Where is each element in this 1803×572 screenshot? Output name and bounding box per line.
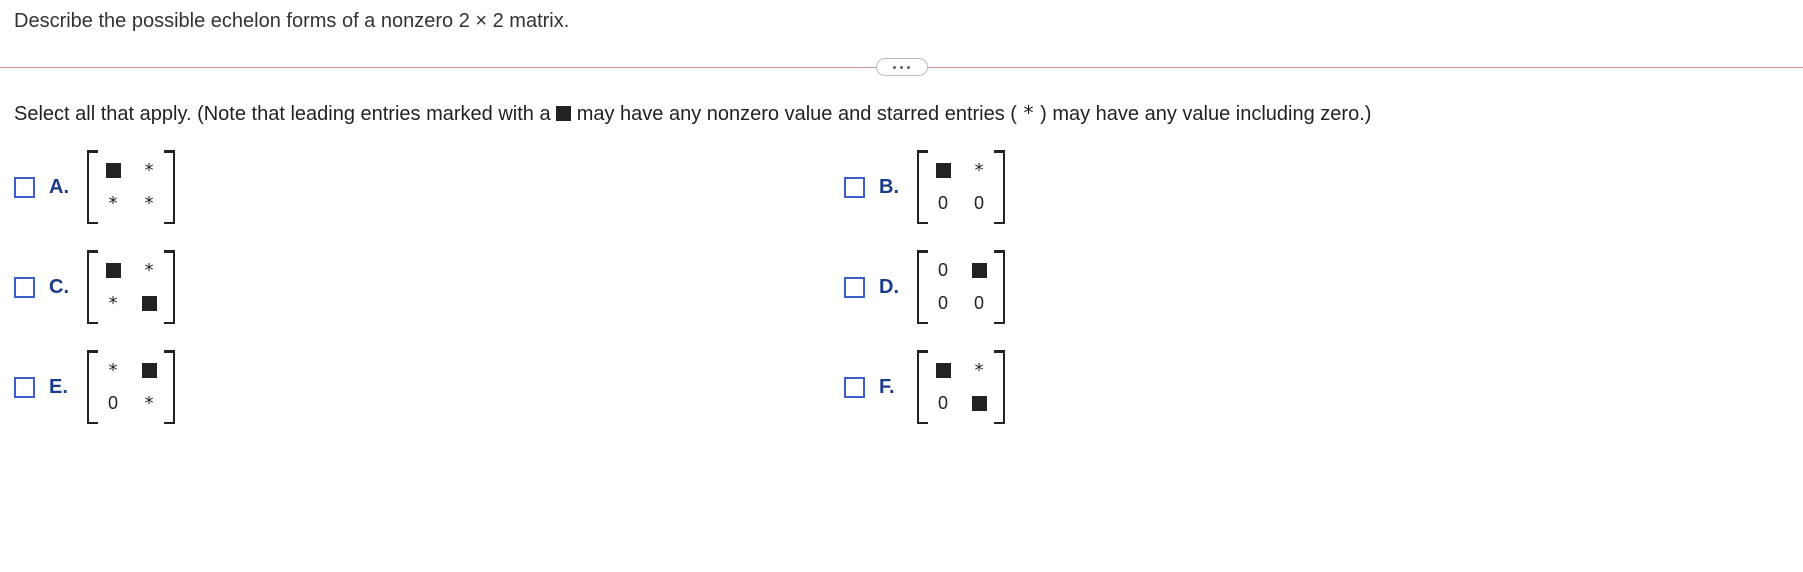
matrix: * * * bbox=[87, 150, 175, 224]
option-b: B. * 00 bbox=[844, 150, 1789, 224]
bracket-left bbox=[917, 250, 927, 324]
matrix-cells: *0 bbox=[927, 350, 995, 424]
matrix-cell: 0 bbox=[968, 193, 990, 215]
option-label: F. bbox=[879, 376, 903, 399]
option-checkbox-d[interactable] bbox=[844, 277, 865, 298]
bracket-right bbox=[995, 150, 1005, 224]
matrix: ** bbox=[87, 250, 175, 324]
option-a: A. * * * bbox=[14, 150, 844, 224]
options-grid: A.***B.*00C.**D.000E.*0*F.*0 bbox=[0, 150, 1803, 424]
matrix-cells: * * * bbox=[97, 150, 165, 224]
matrix-cell: 0 bbox=[932, 293, 954, 315]
matrix-cell: * bbox=[138, 393, 160, 415]
matrix-cell bbox=[102, 160, 124, 182]
option-checkbox-e[interactable] bbox=[14, 377, 35, 398]
matrix-cell: 0 bbox=[102, 393, 124, 415]
matrix-cells: 000 bbox=[927, 250, 995, 324]
bracket-right bbox=[165, 350, 175, 424]
matrix-cell: * bbox=[138, 193, 160, 215]
bracket-right bbox=[165, 150, 175, 224]
collapse-toggle[interactable] bbox=[876, 58, 928, 76]
matrix-cell bbox=[138, 293, 160, 315]
matrix: * 00 bbox=[917, 150, 1005, 224]
option-c: C.** bbox=[14, 250, 844, 324]
matrix-cell: * bbox=[968, 360, 990, 382]
option-checkbox-b[interactable] bbox=[844, 177, 865, 198]
option-label: D. bbox=[879, 276, 903, 299]
matrix-cell bbox=[932, 360, 954, 382]
square-icon bbox=[936, 163, 951, 178]
matrix-cell bbox=[138, 360, 160, 382]
square-icon bbox=[142, 296, 157, 311]
matrix-cell: * bbox=[138, 160, 160, 182]
matrix-cells: * 00 bbox=[927, 150, 995, 224]
bracket-left bbox=[87, 350, 97, 424]
option-checkbox-f[interactable] bbox=[844, 377, 865, 398]
question-block: Describe the possible echelon forms of a… bbox=[0, 0, 1803, 51]
option-label: C. bbox=[49, 276, 73, 299]
square-icon bbox=[142, 363, 157, 378]
option-e: E. * 0 * bbox=[14, 350, 844, 424]
square-icon bbox=[972, 396, 987, 411]
matrix-cell bbox=[968, 260, 990, 282]
option-checkbox-c[interactable] bbox=[14, 277, 35, 298]
instruction-suffix: ) may have any value including zero.) bbox=[1040, 103, 1371, 125]
matrix-cells: ** bbox=[97, 250, 165, 324]
matrix: *0 bbox=[917, 350, 1005, 424]
matrix-cell: * bbox=[102, 193, 124, 215]
matrix-cell bbox=[968, 393, 990, 415]
option-label: B. bbox=[879, 176, 903, 199]
option-f: F.*0 bbox=[844, 350, 1789, 424]
dots-icon bbox=[900, 66, 903, 69]
bracket-left bbox=[917, 350, 927, 424]
option-d: D.000 bbox=[844, 250, 1789, 324]
bracket-left bbox=[87, 150, 97, 224]
question-text: Describe the possible echelon forms of a… bbox=[14, 10, 569, 32]
section-divider bbox=[0, 57, 1803, 77]
matrix: * 0 * bbox=[87, 350, 175, 424]
instruction-text: Select all that apply. (Note that leadin… bbox=[0, 101, 1803, 150]
matrix-cell: * bbox=[102, 293, 124, 315]
star-symbol: * bbox=[1023, 101, 1035, 125]
matrix-cell bbox=[932, 160, 954, 182]
square-icon bbox=[556, 106, 571, 121]
square-icon bbox=[972, 263, 987, 278]
matrix-cells: * 0 * bbox=[97, 350, 165, 424]
bracket-right bbox=[995, 350, 1005, 424]
matrix: 000 bbox=[917, 250, 1005, 324]
option-checkbox-a[interactable] bbox=[14, 177, 35, 198]
bracket-right bbox=[995, 250, 1005, 324]
matrix-cell: 0 bbox=[932, 260, 954, 282]
matrix-cell: 0 bbox=[932, 193, 954, 215]
dots-icon bbox=[907, 66, 910, 69]
option-label: A. bbox=[49, 176, 73, 199]
square-icon bbox=[936, 363, 951, 378]
square-icon bbox=[106, 263, 121, 278]
matrix-cell: * bbox=[138, 260, 160, 282]
option-label: E. bbox=[49, 376, 73, 399]
instruction-prefix: Select all that apply. (Note that leadin… bbox=[14, 103, 556, 125]
square-icon bbox=[106, 163, 121, 178]
dots-icon bbox=[893, 66, 896, 69]
matrix-cell: 0 bbox=[932, 393, 954, 415]
instruction-mid: may have any nonzero value and starred e… bbox=[577, 103, 1023, 125]
matrix-cell: * bbox=[968, 160, 990, 182]
matrix-cell bbox=[102, 260, 124, 282]
bracket-left bbox=[87, 250, 97, 324]
matrix-cell: 0 bbox=[968, 293, 990, 315]
bracket-right bbox=[165, 250, 175, 324]
matrix-cell: * bbox=[102, 360, 124, 382]
bracket-left bbox=[917, 150, 927, 224]
